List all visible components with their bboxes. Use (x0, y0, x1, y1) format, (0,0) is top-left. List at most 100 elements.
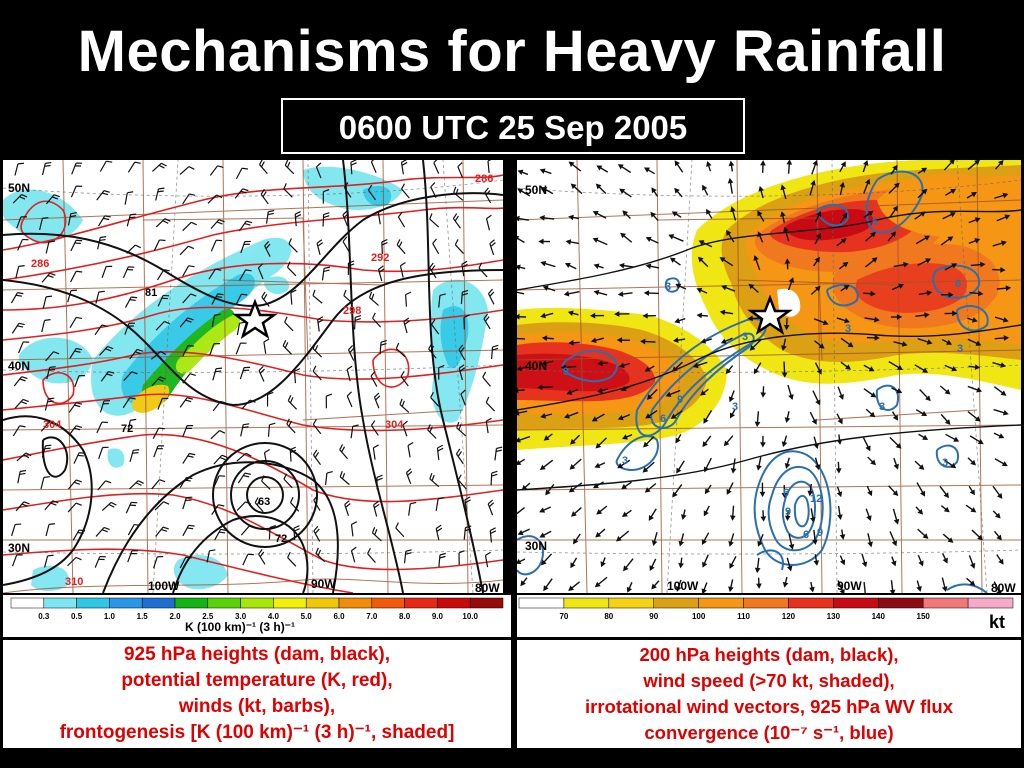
wind-vector-head (781, 492, 788, 499)
wind-barb (343, 187, 352, 198)
wind-barb-feather (160, 162, 167, 167)
wind-barb (240, 424, 244, 437)
wind-barb-feather (464, 528, 472, 532)
wind-vector-head (843, 284, 850, 291)
wind-barb-feather (259, 551, 265, 558)
wind-barb (428, 348, 437, 359)
wind-barb-feather (43, 476, 50, 478)
wind-vector-head (728, 160, 735, 167)
wind-vector-head (600, 561, 606, 568)
caption-line: irrotational wind vectors, 925 hPa WV fl… (584, 696, 954, 717)
wind-vector-head (758, 185, 764, 192)
wind-barb-feather (482, 371, 487, 378)
wind-barb-feather (350, 160, 357, 163)
wind-vector-head (626, 586, 633, 593)
wind-barb (321, 268, 325, 281)
wind-barb-feather (23, 454, 30, 459)
wind-barb (124, 296, 132, 308)
wind-barb-feather (74, 350, 81, 353)
wind-barb-feather (430, 182, 436, 188)
wind-vector-head (895, 443, 902, 449)
wind-barb-feather (45, 161, 52, 164)
wind-barb (263, 341, 267, 354)
wind-barb (399, 265, 404, 278)
wind-barb-feather (464, 496, 471, 501)
wind-vector-head (756, 464, 762, 471)
wind-speed-colorbar: 70 80 90 100 110 120 130 140 150 kt (518, 597, 1014, 632)
wind-barb-feather (367, 184, 373, 191)
wind-vector-head (815, 399, 821, 406)
flux-label: 3 (957, 343, 963, 355)
colorbar-tick-label: 70 (559, 612, 568, 621)
wind-barb-feather (371, 293, 375, 300)
wind-vector-head (704, 488, 711, 495)
wind-barb-feather (350, 162, 357, 166)
wind-barb-feather (490, 242, 496, 247)
caption-line: convergence (10⁻⁷ s⁻¹, blue) (644, 722, 894, 743)
wind-barb-feather (269, 525, 276, 528)
wind-vector-head (592, 237, 599, 243)
wind-vector-head (836, 439, 843, 445)
wind-barb-feather (135, 244, 141, 249)
wind-vector-head (975, 340, 982, 346)
wind-vector-head (874, 335, 880, 341)
wind-barb-feather (264, 449, 270, 454)
wind-barb-feather (258, 263, 264, 269)
wind-vector-head (620, 232, 626, 239)
wind-barb-feather (378, 268, 385, 273)
wind-barb-feather (429, 472, 433, 480)
height-label: 81 (145, 287, 157, 299)
wind-barb (316, 243, 321, 255)
wind-vector-head (672, 491, 678, 498)
wind-barb-feather (401, 400, 405, 407)
wind-barb (67, 213, 72, 226)
wind-vector-head (730, 468, 737, 474)
wind-vector-head (642, 312, 648, 319)
wind-barb (12, 425, 21, 437)
wind-barb-feather (429, 262, 434, 269)
flux-label: 9 (817, 527, 823, 539)
wind-barb-feather (74, 427, 81, 431)
wind-barb-feather (164, 218, 171, 222)
wind-vector-head (1001, 240, 1007, 247)
wind-barb (312, 348, 323, 358)
wind-barb-feather (465, 499, 471, 504)
wind-vector-head (870, 290, 876, 297)
wind-barb (97, 237, 101, 250)
wind-vector-head (861, 561, 868, 568)
wind-barb (97, 480, 106, 491)
wind-barb-feather (400, 261, 406, 267)
wind-barb (489, 530, 493, 543)
wind-barb-feather (215, 367, 223, 370)
wind-barb-feather (188, 245, 195, 250)
wind-vector-head (753, 368, 760, 375)
wind-barb (96, 190, 105, 201)
wind-barb (312, 424, 322, 435)
wind-barb-feather (264, 241, 270, 247)
wind-barb-feather (452, 213, 458, 219)
wind-barb (487, 293, 495, 305)
wind-vector-head (892, 490, 899, 497)
wind-vector-head (539, 168, 546, 174)
wind-vector-head (754, 421, 761, 428)
colorbar-swatch (518, 597, 565, 609)
frontogenesis-map: 50N 40N 30N 100W 90W 80W 81 72 63 72 286… (3, 160, 503, 593)
wind-vector-head (595, 531, 602, 538)
wind-vector-head (760, 160, 766, 166)
wind-barb (96, 421, 103, 434)
wind-vector-head (617, 291, 624, 297)
wind-vector-head (728, 586, 734, 593)
flux-label: 3 (665, 281, 671, 293)
colorbar-swatch (404, 597, 438, 609)
wind-vector-head (719, 257, 726, 263)
wind-barb-feather (348, 260, 355, 264)
wind-vector-head (541, 335, 548, 342)
wind-barb (454, 244, 464, 254)
wind-barb (407, 445, 411, 458)
wind-barb-feather (370, 420, 376, 426)
colorbar-tick-label: 100 (692, 612, 706, 621)
wind-barb-feather (110, 501, 117, 506)
wind-vector-head (592, 211, 599, 217)
wind-barb (487, 160, 490, 173)
wind-barb-feather (376, 474, 383, 479)
